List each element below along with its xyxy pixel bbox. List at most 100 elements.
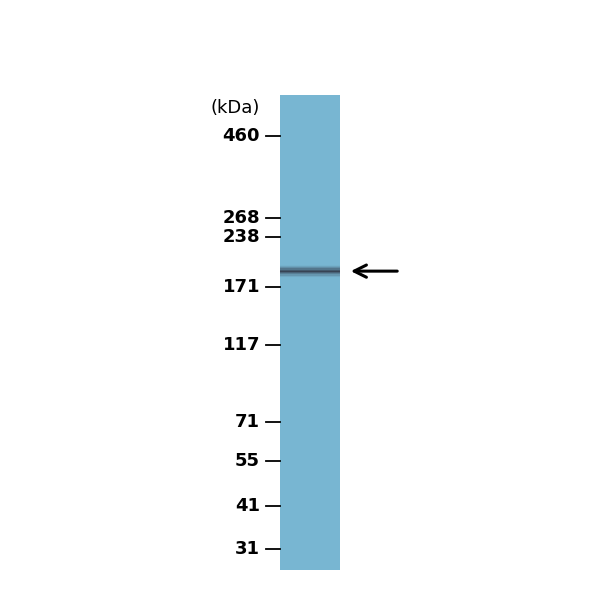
Bar	[280, 169, 340, 170]
Bar	[280, 392, 340, 393]
Bar	[280, 356, 340, 358]
Bar	[280, 403, 340, 404]
Bar	[280, 313, 340, 314]
Bar	[280, 263, 340, 265]
Bar	[280, 317, 340, 318]
Bar	[280, 452, 340, 454]
Bar	[280, 130, 340, 131]
Bar	[280, 143, 340, 145]
Bar	[280, 343, 340, 344]
Bar	[280, 330, 340, 331]
Bar	[280, 324, 340, 325]
Bar	[280, 511, 340, 512]
Bar	[280, 389, 340, 391]
Bar	[280, 461, 340, 462]
Bar	[280, 145, 340, 146]
Bar	[280, 265, 340, 266]
Bar	[280, 505, 340, 506]
Bar	[280, 535, 340, 536]
Bar	[280, 448, 340, 449]
Bar	[280, 128, 340, 130]
Bar	[280, 279, 340, 280]
Bar	[280, 197, 340, 199]
Text: 55: 55	[235, 452, 260, 470]
Bar	[280, 407, 340, 409]
Bar	[280, 146, 340, 147]
Bar	[280, 346, 340, 347]
Bar	[280, 217, 340, 218]
Bar	[280, 136, 340, 137]
Bar	[280, 450, 340, 451]
Bar	[280, 472, 340, 473]
Bar	[280, 152, 340, 153]
Bar	[280, 239, 340, 240]
Bar	[280, 234, 340, 235]
Bar	[280, 250, 340, 251]
Bar	[280, 298, 340, 299]
Bar	[280, 259, 340, 260]
Bar	[280, 320, 340, 322]
Bar	[280, 248, 340, 250]
Bar	[280, 193, 340, 194]
Bar	[280, 199, 340, 200]
Bar	[280, 256, 340, 257]
Bar	[280, 368, 340, 370]
Bar	[280, 354, 340, 355]
Bar	[280, 268, 340, 269]
Bar	[280, 479, 340, 480]
Bar	[280, 331, 340, 332]
Bar	[280, 291, 340, 292]
Bar	[280, 206, 340, 208]
Bar	[280, 532, 340, 533]
Bar	[280, 187, 340, 188]
Bar	[280, 133, 340, 134]
Bar	[280, 422, 340, 423]
Text: 268: 268	[223, 209, 260, 227]
Bar	[280, 112, 340, 113]
Bar	[280, 380, 340, 381]
Text: 41: 41	[235, 497, 260, 515]
Text: 31: 31	[235, 540, 260, 558]
Bar	[280, 503, 340, 505]
Bar	[280, 236, 340, 238]
Bar	[280, 361, 340, 362]
Bar	[280, 307, 340, 308]
Bar	[280, 223, 340, 224]
Bar	[280, 140, 340, 142]
Bar	[280, 281, 340, 283]
Bar	[280, 147, 340, 148]
Bar	[280, 289, 340, 290]
Bar	[280, 397, 340, 398]
Bar	[280, 466, 340, 467]
Bar	[280, 548, 340, 550]
Bar	[280, 374, 340, 375]
Bar	[280, 417, 340, 418]
Bar	[280, 563, 340, 564]
Bar	[280, 557, 340, 558]
Bar	[280, 98, 340, 100]
Bar	[280, 340, 340, 341]
Bar	[280, 204, 340, 205]
Bar	[280, 352, 340, 353]
Bar	[280, 406, 340, 407]
Bar	[280, 157, 340, 158]
Bar	[280, 455, 340, 456]
Bar	[280, 360, 340, 361]
Bar	[280, 388, 340, 389]
Bar	[280, 161, 340, 163]
Text: 171: 171	[223, 278, 260, 296]
Bar	[280, 242, 340, 244]
Bar	[280, 460, 340, 461]
Bar	[280, 283, 340, 284]
Bar	[280, 139, 340, 140]
Bar	[280, 440, 340, 442]
Bar	[280, 484, 340, 485]
Bar	[280, 487, 340, 488]
Bar	[280, 476, 340, 478]
Bar	[280, 220, 340, 221]
Bar	[280, 260, 340, 261]
Bar	[280, 562, 340, 563]
Bar	[280, 120, 340, 121]
Bar	[280, 350, 340, 352]
Bar	[280, 334, 340, 335]
